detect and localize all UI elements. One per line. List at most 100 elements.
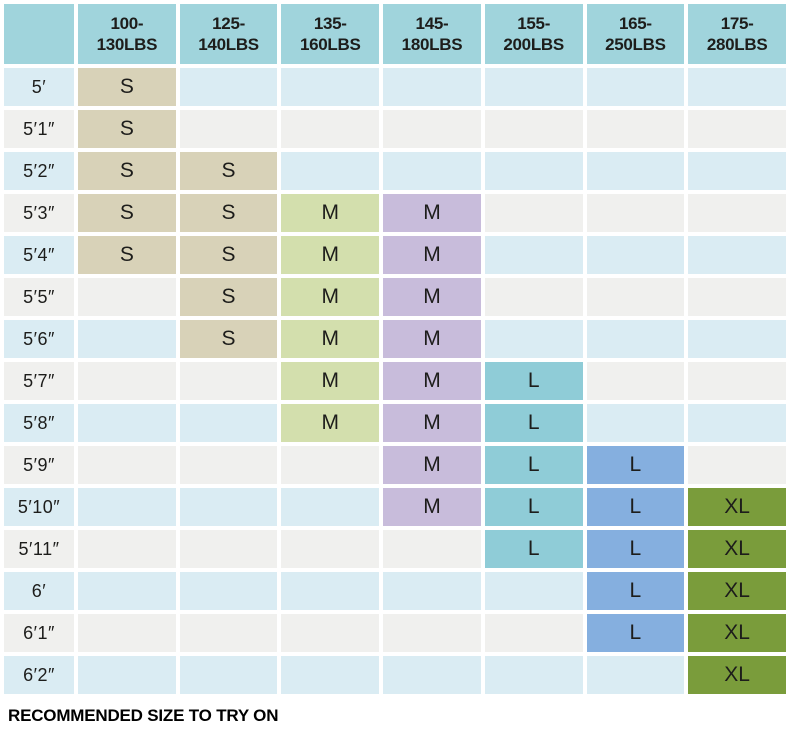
column-header-135-160lbs: 135- 160LBS — [281, 4, 380, 64]
row-height-label: 5′4″ — [4, 236, 74, 274]
row-height-label: 5′9″ — [4, 446, 74, 484]
row-height-label: 5′5″ — [4, 278, 74, 316]
empty-cell — [688, 320, 786, 358]
size-cell: XL — [688, 488, 786, 526]
empty-cell — [688, 362, 786, 400]
empty-cell — [281, 656, 380, 694]
table-row: 6′2″ XL — [4, 656, 786, 694]
size-cell: M — [383, 488, 481, 526]
empty-cell — [281, 152, 380, 190]
empty-cell — [78, 446, 176, 484]
size-cell: L — [586, 614, 685, 652]
size-cell: L — [484, 488, 583, 526]
size-cell: S — [78, 152, 176, 190]
table-row: 5′10″ M L L XL — [4, 488, 786, 526]
size-cell: M — [383, 236, 481, 274]
empty-cell — [383, 68, 481, 106]
size-cell: M — [281, 278, 380, 316]
row-height-label: 5′11″ — [4, 530, 74, 568]
table-row: 5′ S — [4, 68, 786, 106]
row-height-label: 5′2″ — [4, 152, 74, 190]
empty-cell — [688, 236, 786, 274]
empty-cell — [484, 194, 583, 232]
size-cell: S — [78, 68, 176, 106]
size-cell: S — [78, 236, 176, 274]
empty-cell — [484, 656, 583, 694]
empty-cell — [688, 110, 786, 148]
size-cell: M — [383, 446, 481, 484]
empty-cell — [179, 530, 278, 568]
empty-cell — [383, 572, 481, 610]
size-cell: M — [383, 362, 481, 400]
empty-cell — [586, 656, 685, 694]
empty-cell — [586, 68, 685, 106]
size-table-head: 100- 130LBS 125- 140LBS 135- 160LBS 145- 18… — [4, 4, 786, 64]
empty-cell — [281, 530, 380, 568]
size-cell: XL — [688, 530, 786, 568]
row-height-label: 5′6″ — [4, 320, 74, 358]
empty-cell — [586, 110, 685, 148]
table-row: 6′ L XL — [4, 572, 786, 610]
size-cell: S — [179, 152, 278, 190]
empty-cell — [484, 68, 583, 106]
size-cell: XL — [688, 614, 786, 652]
size-cell: M — [383, 404, 481, 442]
row-height-label: 6′ — [4, 572, 74, 610]
empty-cell — [281, 68, 380, 106]
empty-cell — [688, 404, 786, 442]
empty-cell — [179, 656, 278, 694]
size-cell: M — [281, 236, 380, 274]
empty-cell — [281, 446, 380, 484]
empty-cell — [586, 152, 685, 190]
empty-cell — [179, 488, 278, 526]
size-cell: M — [281, 194, 380, 232]
size-cell: S — [179, 236, 278, 274]
empty-cell — [179, 68, 278, 106]
table-row: 5′4″ S S M M — [4, 236, 786, 274]
empty-cell — [179, 110, 278, 148]
empty-cell — [688, 446, 786, 484]
table-row: 5′2″ S S — [4, 152, 786, 190]
empty-cell — [484, 236, 583, 274]
empty-cell — [281, 488, 380, 526]
size-cell: M — [281, 404, 380, 442]
empty-cell — [484, 278, 583, 316]
empty-cell — [383, 110, 481, 148]
header-row: 100- 130LBS 125- 140LBS 135- 160LBS 145- 18… — [4, 4, 786, 64]
row-height-label: 5′1″ — [4, 110, 74, 148]
row-height-label: 5′10″ — [4, 488, 74, 526]
size-cell: L — [484, 446, 583, 484]
size-cell: S — [78, 194, 176, 232]
empty-cell — [484, 320, 583, 358]
table-row: 5′5″ S M M — [4, 278, 786, 316]
empty-cell — [688, 278, 786, 316]
empty-cell — [179, 362, 278, 400]
size-cell: S — [179, 194, 278, 232]
empty-cell — [179, 404, 278, 442]
size-cell: L — [586, 530, 685, 568]
table-row: 5′11″ L L XL — [4, 530, 786, 568]
size-table-body: 5′ S 5′1″ S 5′2″ S S 5′3″ S S M M 5′4″ S S M M 5′5″ S M M 5′6… — [4, 68, 786, 694]
empty-cell — [78, 656, 176, 694]
size-table: 100- 130LBS 125- 140LBS 135- 160LBS 145- 18… — [4, 4, 786, 694]
empty-cell — [586, 194, 685, 232]
column-header-145-180lbs: 145- 180LBS — [383, 4, 481, 64]
size-cell: M — [383, 278, 481, 316]
column-header-125-140lbs: 125- 140LBS — [179, 4, 278, 64]
table-row: 6′1″ L XL — [4, 614, 786, 652]
empty-cell — [281, 614, 380, 652]
size-cell: M — [281, 320, 380, 358]
table-row: 5′9″ M L L — [4, 446, 786, 484]
size-cell: S — [78, 110, 176, 148]
empty-cell — [688, 152, 786, 190]
size-cell: L — [484, 530, 583, 568]
table-row: 5′7″ M M L — [4, 362, 786, 400]
empty-cell — [78, 488, 176, 526]
empty-cell — [586, 278, 685, 316]
empty-cell — [179, 572, 278, 610]
size-cell: L — [586, 488, 685, 526]
column-header-175-280lbs: 175- 280LBS — [688, 4, 786, 64]
row-height-label: 6′1″ — [4, 614, 74, 652]
empty-cell — [78, 530, 176, 568]
